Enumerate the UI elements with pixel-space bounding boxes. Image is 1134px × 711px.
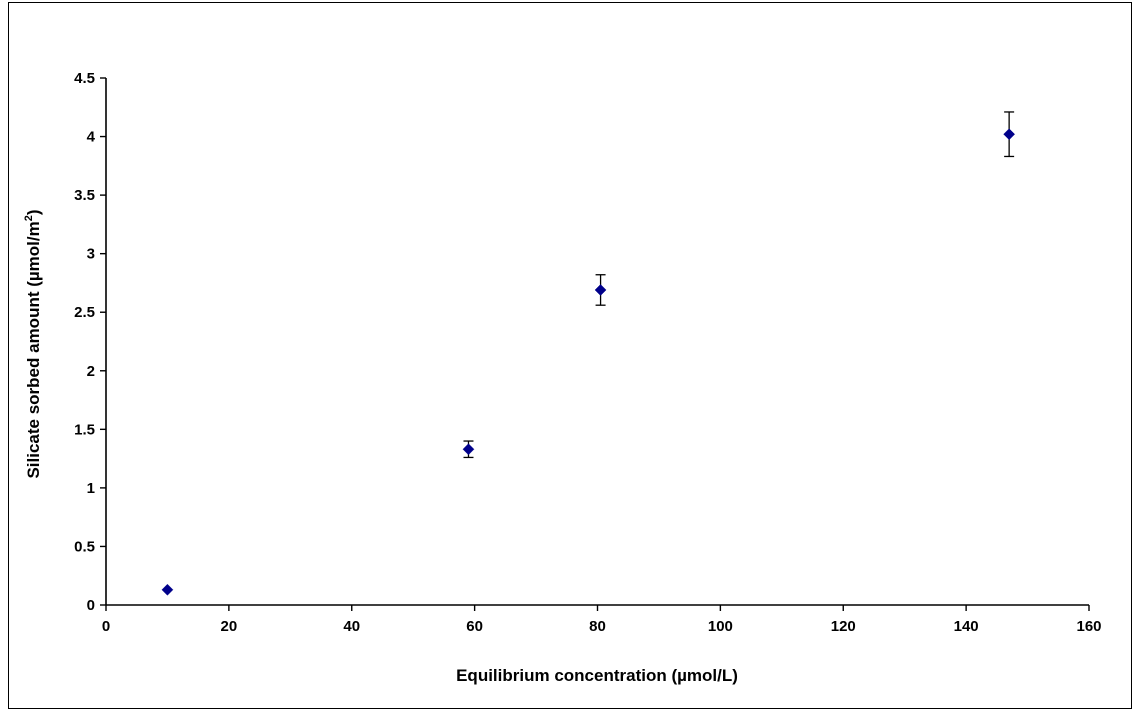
ticks: 0 20 40 60 80 100 120 140 160 0 0.5 1 1.5 2 2.5 3 3.5 4 4.… — [74, 70, 1101, 635]
x-axis-title: Equilibrium concentration (µmol/L) — [456, 666, 738, 685]
x-tick-label: 80 — [589, 618, 606, 635]
x-tick-label: 40 — [343, 618, 360, 635]
y-tick-label: 1.5 — [74, 421, 95, 438]
x-tick-label: 60 — [466, 618, 483, 635]
data-point — [462, 443, 475, 456]
y-tick-label: 3 — [87, 246, 95, 263]
y-tick-label: 2.5 — [74, 304, 95, 321]
y-tick-label: 0 — [87, 597, 95, 614]
y-axis-title: Silicate sorbed amount (µmol/m2) — [23, 209, 43, 478]
chart-frame — [8, 2, 1132, 709]
y-axis-title-sup: 2 — [23, 215, 35, 221]
y-tick-label: 4 — [87, 129, 96, 146]
data-points — [161, 111, 1015, 596]
y-axis-title-close: ) — [24, 209, 43, 215]
data-point — [161, 583, 174, 596]
axes — [105, 78, 1089, 606]
y-tick-label: 4.5 — [74, 70, 95, 87]
y-tick-label: 3.5 — [74, 187, 95, 204]
data-point — [1003, 128, 1015, 141]
data-point — [594, 284, 607, 296]
x-tick-label: 0 — [102, 618, 110, 635]
x-tick-label: 160 — [1076, 618, 1101, 635]
x-tick-label: 140 — [954, 618, 979, 635]
x-tick-label: 100 — [708, 618, 733, 635]
y-axis-title-main: Silicate sorbed amount (µmol/m — [24, 221, 43, 478]
x-tick-label: 120 — [831, 618, 856, 635]
y-tick-label: 1 — [87, 480, 95, 497]
y-tick-label: 2 — [87, 363, 95, 380]
x-tick-label: 20 — [221, 618, 238, 635]
y-tick-label: 0.5 — [74, 538, 95, 555]
svg-text:Silicate sorbed amount (µmol/m: Silicate sorbed amount (µmol/m2) — [23, 209, 43, 478]
